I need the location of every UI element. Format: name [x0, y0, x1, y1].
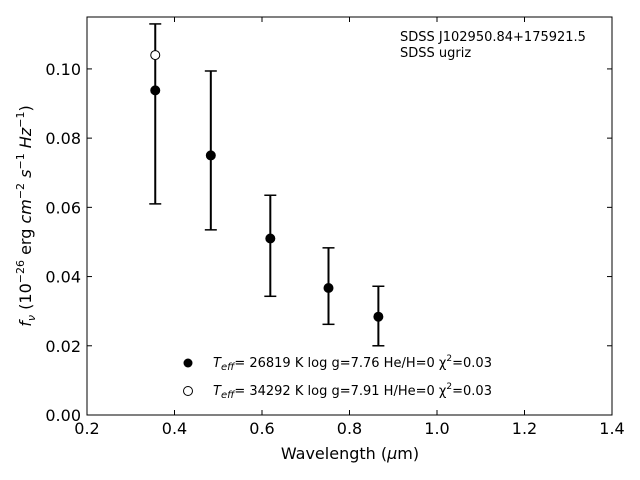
x-tick-label: 1.4 — [599, 419, 624, 438]
y-tick-label: 0.10 — [45, 60, 81, 79]
y-axis-label: fν (10−26 erg cm−2 s−1 Hz−1) — [14, 105, 38, 326]
data-point-filled — [150, 85, 161, 96]
data-point-open — [150, 50, 161, 61]
x-tick-label: 1.2 — [512, 419, 537, 438]
data-point-filled — [265, 233, 276, 244]
y-tick-label: 0.08 — [45, 129, 81, 148]
data-point-filled — [373, 311, 384, 322]
data-point-filled — [205, 150, 216, 161]
x-tick-label: 0.4 — [162, 419, 187, 438]
annotation-object: SDSS J102950.84+175921.5 — [400, 30, 586, 45]
error-bars — [149, 23, 385, 347]
legend-marker-open — [183, 386, 193, 396]
plot-area — [86, 16, 613, 416]
annotation-survey: SDSS ugriz — [400, 46, 471, 61]
legend-entry-2: Teff= 34292 K log g=7.91 H/He=0 χ2=0.03 — [213, 382, 492, 401]
legend-marker-filled — [183, 358, 193, 368]
y-axis-ticks: 0.00 0.02 0.04 0.06 0.08 0.10 — [45, 60, 612, 425]
x-tick-label: 0.2 — [74, 419, 99, 438]
x-tick-label: 0.6 — [249, 419, 274, 438]
y-tick-label: 0.06 — [45, 198, 81, 217]
y-tick-label: 0.00 — [45, 406, 81, 425]
y-tick-label: 0.04 — [45, 268, 81, 287]
x-tick-label: 0.8 — [337, 419, 362, 438]
data-points — [150, 50, 384, 322]
x-axis-ticks: 0.2 0.4 0.6 0.8 1.0 1.2 1.4 — [74, 17, 625, 438]
data-point-filled — [323, 282, 334, 293]
x-axis-label: Wavelength (μm) — [281, 444, 419, 463]
legend: Teff= 26819 K log g=7.76 He/H=0 χ2=0.03 … — [183, 354, 492, 401]
y-tick-label: 0.02 — [45, 337, 81, 356]
x-tick-label: 1.0 — [424, 419, 449, 438]
legend-entry-1: Teff= 26819 K log g=7.76 He/H=0 χ2=0.03 — [213, 354, 492, 373]
